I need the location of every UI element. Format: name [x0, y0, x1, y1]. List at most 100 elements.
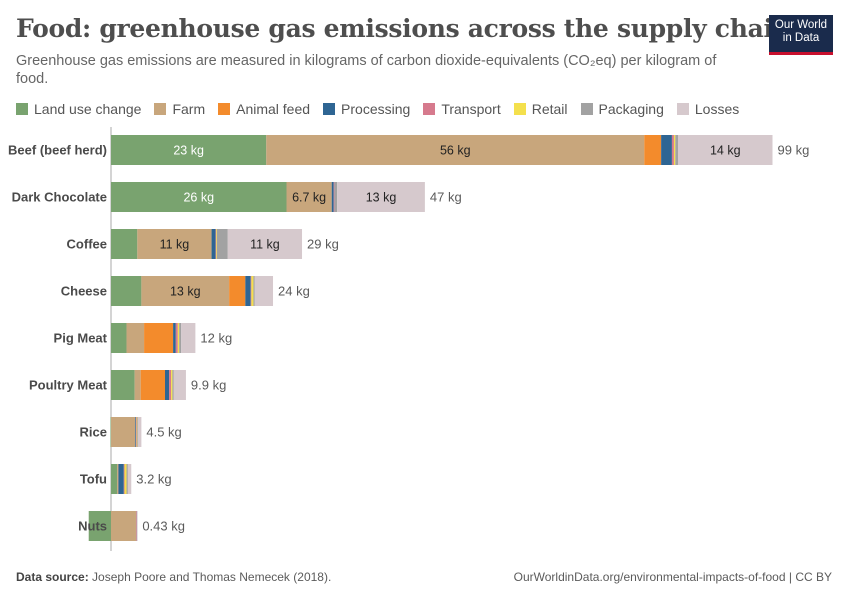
bar-segment-losses[interactable] [227, 229, 303, 259]
total-value-label: 4.5 kg [146, 425, 181, 440]
bar-segment-farm[interactable] [286, 182, 332, 212]
bar-segment-transport[interactable] [135, 511, 137, 541]
bar-segment-land-use-change[interactable] [111, 135, 267, 165]
bar-segment-transport[interactable] [671, 135, 674, 165]
bar-segment-farm[interactable] [266, 135, 645, 165]
legend-label: Transport [441, 101, 501, 117]
legend-item-farm[interactable]: Farm [154, 101, 205, 117]
legend-swatch [16, 103, 28, 115]
bar-segment-packaging[interactable] [172, 370, 174, 400]
bar-segment-land-use-change[interactable] [111, 229, 138, 259]
bar-segment-packaging[interactable] [136, 511, 138, 541]
legend-item-animal-feed[interactable]: Animal feed [218, 101, 310, 117]
chart-title: Food: greenhouse gas emissions across th… [16, 14, 791, 43]
bar-segment-losses[interactable] [173, 370, 186, 400]
bar-segment-land-use-change[interactable] [111, 182, 287, 212]
bar-segment-packaging[interactable] [126, 464, 128, 494]
bar-segment-losses[interactable] [181, 323, 196, 353]
legend-swatch [676, 103, 689, 115]
chart-subtitle: Greenhouse gas emissions are measured in… [16, 53, 717, 87]
segment-value-label: 14 kg [710, 144, 741, 158]
bar-segment-retail[interactable] [251, 276, 254, 306]
bar-segment-animal-feed[interactable] [229, 276, 246, 306]
bar-segment-losses[interactable] [337, 182, 425, 212]
bar-segment-transport[interactable] [123, 464, 125, 494]
total-value-label: 3.2 kg [136, 472, 171, 487]
category-label: Coffee [67, 237, 107, 252]
bar-segment-farm[interactable] [117, 464, 119, 494]
segment-value-label: 23 kg [173, 144, 204, 158]
category-label: Tofu [80, 472, 107, 487]
legend-item-packaging[interactable]: Packaging [580, 101, 664, 117]
legend-label: Packaging [598, 101, 664, 117]
bar-segment-land-use-change[interactable] [88, 511, 111, 541]
bar-segment-processing[interactable] [135, 417, 136, 447]
bar-segment-farm[interactable] [134, 370, 141, 400]
bar-segment-retail[interactable] [673, 135, 676, 165]
bar-segment-retail[interactable] [136, 417, 138, 447]
total-value-label: 29 kg [307, 237, 339, 252]
segment-value-label: 56 kg [440, 144, 471, 158]
chart-legend: Land use change Farm Animal feed Processing… [16, 101, 752, 117]
source-url[interactable]: OurWorldinData.org/environmental-impacts… [513, 570, 832, 584]
owid-logo[interactable]: Our World in Data [769, 15, 833, 55]
bar-segment-packaging[interactable] [675, 135, 678, 165]
bar-segment-losses[interactable] [678, 135, 773, 165]
category-label: Poultry Meat [29, 378, 108, 393]
bar-segment-retail[interactable] [171, 370, 173, 400]
bar-segment-losses[interactable] [127, 464, 132, 494]
bar-segment-farm[interactable] [137, 229, 212, 259]
bar-segment-losses[interactable] [138, 417, 142, 447]
total-value-label: 24 kg [278, 284, 310, 299]
legend-item-land-use-change[interactable]: Land use change [16, 101, 141, 117]
bar-segment-transport[interactable] [135, 417, 137, 447]
bar-segment-transport[interactable] [333, 182, 335, 212]
bar-segment-processing[interactable] [245, 276, 251, 306]
bar-segment-retail[interactable] [216, 229, 217, 259]
bar-segment-transport[interactable] [215, 229, 217, 259]
bar-segment-processing[interactable] [165, 370, 170, 400]
bar-segment-packaging[interactable] [179, 323, 182, 353]
bar-segment-land-use-change[interactable] [111, 323, 127, 353]
bar-segment-land-use-change[interactable] [111, 370, 135, 400]
legend-swatch [154, 103, 167, 115]
category-label: Beef (beef herd) [8, 143, 107, 158]
bar-segment-land-use-change[interactable] [111, 276, 142, 306]
bar-segment-processing[interactable] [211, 229, 216, 259]
data-source-label: Data source: [16, 570, 89, 584]
legend-swatch [580, 103, 593, 115]
bar-segment-retail[interactable] [124, 464, 127, 494]
bar-segment-farm[interactable] [111, 417, 136, 447]
bar-segment-packaging[interactable] [334, 182, 338, 212]
bar-segment-animal-feed[interactable] [644, 135, 662, 165]
segment-value-label: 26 kg [183, 191, 214, 205]
bar-segment-processing[interactable] [173, 323, 176, 353]
legend-item-retail[interactable]: Retail [513, 101, 568, 117]
bar-segment-transport[interactable] [169, 370, 172, 400]
legend-swatch [423, 103, 436, 115]
bar-segment-animal-feed[interactable] [140, 370, 165, 400]
bar-segment-land-use-change[interactable] [111, 464, 118, 494]
bar-segment-animal-feed[interactable] [144, 323, 174, 353]
bar-segment-packaging[interactable] [216, 229, 228, 259]
legend-item-processing[interactable]: Processing [323, 101, 410, 117]
bar-segment-transport[interactable] [250, 276, 252, 306]
bar-segment-processing[interactable] [118, 464, 124, 494]
bar-segment-land-use-change[interactable] [110, 417, 111, 447]
legend-item-transport[interactable]: Transport [423, 101, 501, 117]
total-value-label: 9.9 kg [191, 378, 226, 393]
bar-segment-processing[interactable] [331, 182, 334, 212]
bar-segment-retail[interactable] [177, 323, 180, 353]
legend-label: Retail [531, 101, 568, 117]
bar-segment-packaging[interactable] [253, 276, 255, 306]
bar-segment-farm[interactable] [141, 276, 230, 306]
bar-segment-processing[interactable] [661, 135, 672, 165]
legend-item-losses[interactable]: Losses [676, 101, 739, 117]
bar-segment-farm[interactable] [126, 323, 145, 353]
bar-segment-transport[interactable] [175, 323, 178, 353]
legend-swatch [513, 103, 526, 115]
bar-segment-farm[interactable] [111, 511, 136, 541]
bar-segment-packaging[interactable] [137, 417, 139, 447]
total-value-label: 0.43 kg [142, 519, 185, 534]
bar-segment-losses[interactable] [254, 276, 274, 306]
